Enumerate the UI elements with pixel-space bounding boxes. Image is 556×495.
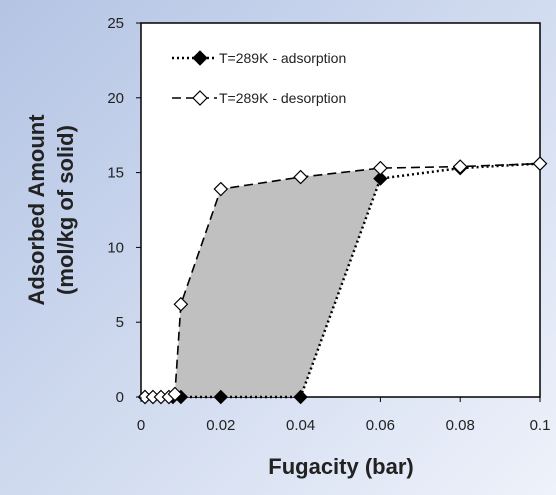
y-axis-title-line2: (mol/kg of solid): [53, 125, 78, 295]
y-tick-label: 5: [116, 314, 124, 331]
legend-marker-filled-diamond-icon: [192, 50, 208, 66]
hysteresis-area: [172, 168, 381, 397]
x-axis-ticks: 0 0.02 0.04 0.06 0.08 0.1: [137, 397, 551, 434]
y-axis-title-line1: Adsorbed Amount: [24, 114, 49, 306]
legend-label-desorption: T=289K - desorption: [219, 90, 346, 106]
legend-item-adsorption: T=289K - adsorption: [172, 50, 346, 66]
y-tick-label: 10: [107, 239, 124, 256]
y-tick-label: 25: [107, 15, 124, 32]
desorption-point: [452, 159, 468, 174]
desorption-point: [373, 160, 388, 176]
x-tick-label: 0.08: [446, 417, 475, 434]
desorption-point: [293, 169, 308, 185]
series-line-adsorption: [145, 162, 541, 399]
x-tick-label: 0.04: [286, 417, 315, 434]
x-tick-label: 0.02: [206, 417, 235, 434]
desorption-point: [213, 181, 229, 197]
adsorption-point: [373, 171, 388, 186]
x-axis-title: Fugacity (bar): [268, 454, 413, 479]
legend-label-adsorption: T=289K - adsorption: [219, 50, 346, 66]
x-tick-label: 0: [137, 417, 145, 434]
desorption-point: [173, 296, 189, 312]
y-tick-label: 15: [107, 165, 124, 182]
x-tick-label: 0.1: [530, 417, 551, 434]
desorption-point: [167, 386, 183, 402]
y-tick-label: 0: [116, 389, 124, 406]
x-tick-label: 0.06: [366, 417, 395, 434]
desorption-point: [532, 156, 548, 171]
y-axis-ticks: 0 5 10 15 20 25: [107, 15, 141, 406]
y-tick-label: 20: [107, 90, 124, 107]
hysteresis-fill: [172, 168, 381, 397]
legend-marker-open-diamond-icon: [192, 90, 208, 106]
legend-item-desorption: T=289K - desorption: [172, 90, 346, 106]
legend: T=289K - adsorption T=289K - desorption: [172, 50, 346, 106]
